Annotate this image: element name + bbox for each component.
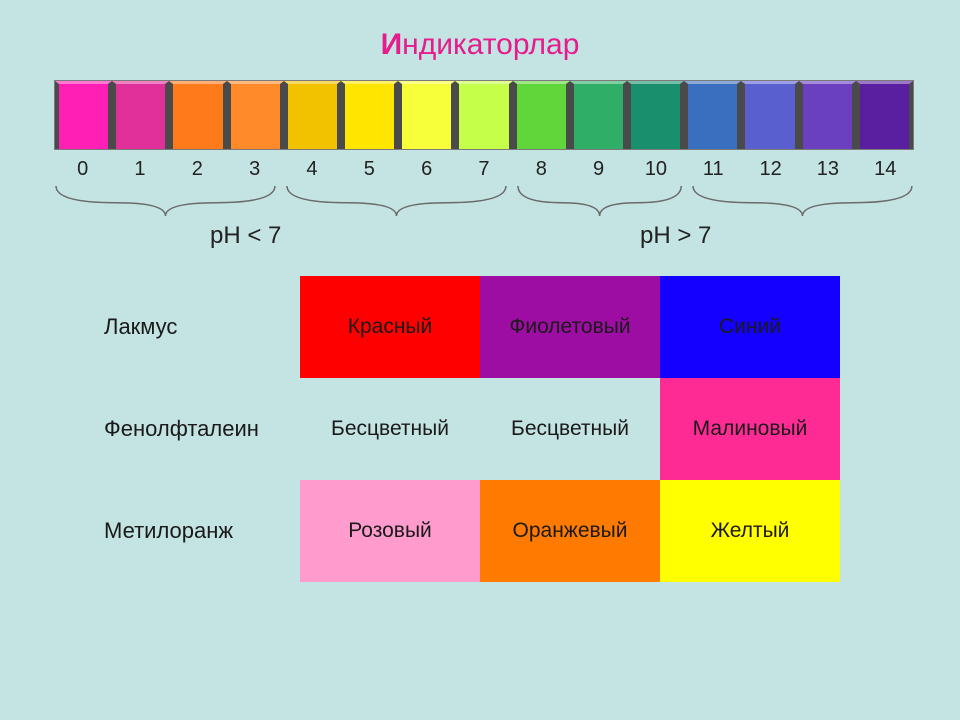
indicator-cell-2-0: Розовый: [300, 480, 480, 582]
ph-swatch-11: [684, 81, 741, 149]
page-title: Индикаторлар: [0, 28, 960, 62]
ph-swatch-2: [169, 81, 226, 149]
ph-tick-9: 9: [570, 158, 627, 181]
ph-brace-1: [285, 184, 508, 218]
ph-color-strip: [54, 80, 914, 150]
ph-brace-row: [54, 184, 914, 220]
ph-swatch-6: [398, 81, 455, 149]
indicator-cell-1-2: Малиновый: [660, 378, 840, 480]
indicator-cell-1-0: Бесцветный: [300, 378, 480, 480]
ph-tick-11: 11: [685, 158, 742, 181]
indicator-row-label-0: Лакмус: [100, 276, 300, 378]
ph-tick-10: 10: [627, 158, 684, 181]
ph-swatch-8: [513, 81, 570, 149]
title-rest: ндикаторлар: [402, 28, 579, 61]
ph-swatch-4: [284, 81, 341, 149]
ph-swatch-9: [570, 81, 627, 149]
indicator-row-label-2: Метилоранж: [100, 480, 300, 582]
indicator-cell-2-1: Оранжевый: [480, 480, 660, 582]
ph-greater-than-7-label: pH > 7: [640, 222, 711, 250]
ph-tick-8: 8: [513, 158, 570, 181]
title-first-letter: И: [381, 28, 403, 61]
indicator-cell-1-1: Бесцветный: [480, 378, 660, 480]
indicator-table: ЛакмусКрасныйФиолетовыйСиний Фенолфталеин…: [100, 276, 860, 582]
indicator-cell-0-1: Фиолетовый: [480, 276, 660, 378]
ph-tick-12: 12: [742, 158, 799, 181]
ph-tick-4: 4: [283, 158, 340, 181]
ph-brace-3: [691, 184, 914, 218]
ph-less-than-7-label: pH < 7: [210, 222, 281, 250]
ph-swatch-5: [341, 81, 398, 149]
ph-tick-5: 5: [341, 158, 398, 181]
indicator-cell-0-0: Красный: [300, 276, 480, 378]
ph-tick-2: 2: [169, 158, 226, 181]
ph-tick-row: 01234567891011121314: [54, 158, 914, 181]
indicator-row-label-1: Фенолфталеин: [100, 378, 300, 480]
ph-tick-3: 3: [226, 158, 283, 181]
ph-swatch-14: [856, 81, 913, 149]
ph-swatch-10: [627, 81, 684, 149]
ph-brace-0: [54, 184, 277, 218]
ph-tick-13: 13: [799, 158, 856, 181]
indicator-cell-2-2: Желтый: [660, 480, 840, 582]
ph-tick-7: 7: [455, 158, 512, 181]
ph-swatch-0: [55, 81, 112, 149]
indicator-cell-0-2: Синий: [660, 276, 840, 378]
ph-swatch-13: [799, 81, 856, 149]
ph-tick-6: 6: [398, 158, 455, 181]
ph-tick-0: 0: [54, 158, 111, 181]
ph-swatch-7: [455, 81, 512, 149]
ph-swatch-3: [227, 81, 284, 149]
ph-swatch-1: [112, 81, 169, 149]
ph-tick-14: 14: [857, 158, 914, 181]
ph-brace-2: [516, 184, 683, 218]
ph-swatch-12: [741, 81, 798, 149]
ph-tick-1: 1: [111, 158, 168, 181]
